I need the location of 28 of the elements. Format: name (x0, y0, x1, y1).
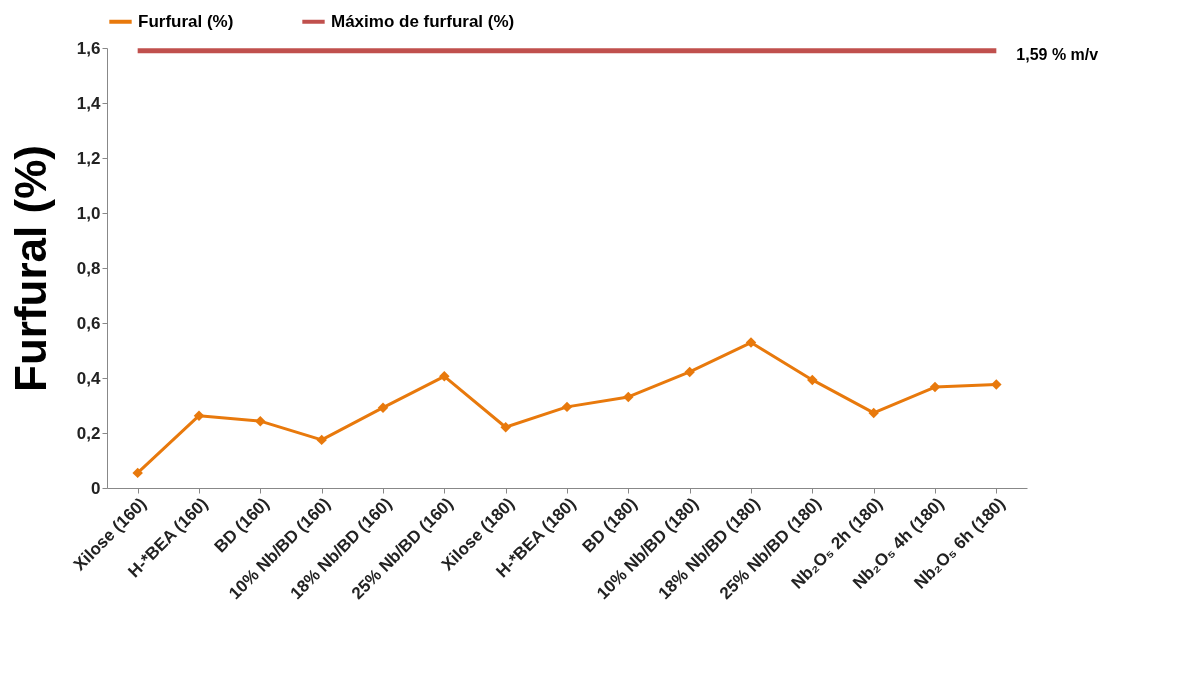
y-tick-label: 0,8 (76, 258, 101, 278)
point (500, 421, 511, 433)
annotation: 1,59 % m/v (1016, 45, 1099, 63)
point (377, 402, 389, 413)
point (991, 379, 1002, 390)
point (132, 467, 143, 479)
y-tick-label: 1,2 (76, 148, 101, 168)
point (745, 337, 757, 348)
legend-label: Furfural (%) (138, 11, 234, 31)
point (561, 401, 573, 413)
point (623, 391, 634, 403)
y-tick-label: 0,4 (76, 368, 102, 388)
y-axis-title: Furfural (%) (5, 145, 55, 392)
y-tick-label: 0,2 (76, 423, 101, 443)
point (193, 410, 205, 421)
point (439, 371, 450, 382)
point (684, 366, 695, 378)
y-tick-label: 0,6 (76, 313, 101, 333)
point (255, 415, 266, 427)
point (316, 434, 327, 446)
y-tick-label: 1,4 (76, 93, 102, 113)
point (929, 381, 941, 393)
y-tick-label: 0 (91, 478, 101, 498)
point (807, 374, 818, 386)
y-tick-label: 1,0 (76, 203, 101, 223)
legend-label: Máximo de furfural (%) (331, 11, 515, 31)
point (868, 407, 879, 419)
y-tick-label: 1,6 (76, 38, 101, 58)
